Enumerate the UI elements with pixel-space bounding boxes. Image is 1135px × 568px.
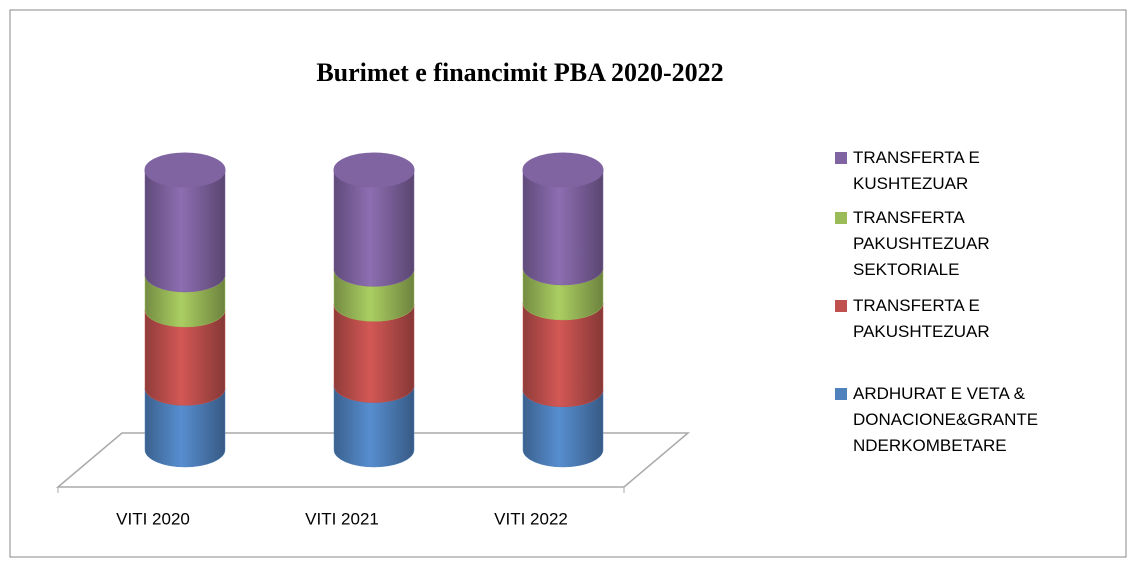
legend-label: TRANSFERTA E PAKUSHTEZUAR: [853, 296, 990, 341]
cylinder-top: [522, 152, 604, 188]
legend-label: TRANSFERTA E KUSHTEZUAR: [853, 148, 980, 193]
legend-swatch: [835, 388, 847, 400]
cylinder-top: [333, 152, 415, 188]
legend-label: ARDHURAT E VETA & DONACIONE&GRANTE NDERK…: [853, 384, 1039, 455]
x-tick-label: VITI 2021: [305, 509, 379, 528]
legend-swatch: [835, 300, 847, 312]
legend-item: TRANSFERTA PAKUSHTEZUAR SEKTORIALE: [835, 205, 1033, 283]
chart-title: Burimet e financimit PBA 2020-2022: [316, 58, 723, 87]
cylinder-segment: [144, 169, 226, 293]
legend-item: TRANSFERTA E PAKUSHTEZUAR: [835, 293, 1033, 345]
x-tick-label: VITI 2020: [116, 509, 190, 528]
legend-swatch: [835, 212, 847, 224]
x-tick-label: VITI 2022: [494, 509, 568, 528]
legend-swatch: [835, 152, 847, 164]
legend-label: TRANSFERTA PAKUSHTEZUAR SEKTORIALE: [853, 208, 990, 279]
cylinder-top: [144, 152, 226, 188]
legend-item: ARDHURAT E VETA & DONACIONE&GRANTE NDERK…: [835, 381, 1039, 459]
legend-item: TRANSFERTA E KUSHTEZUAR: [835, 145, 1033, 197]
